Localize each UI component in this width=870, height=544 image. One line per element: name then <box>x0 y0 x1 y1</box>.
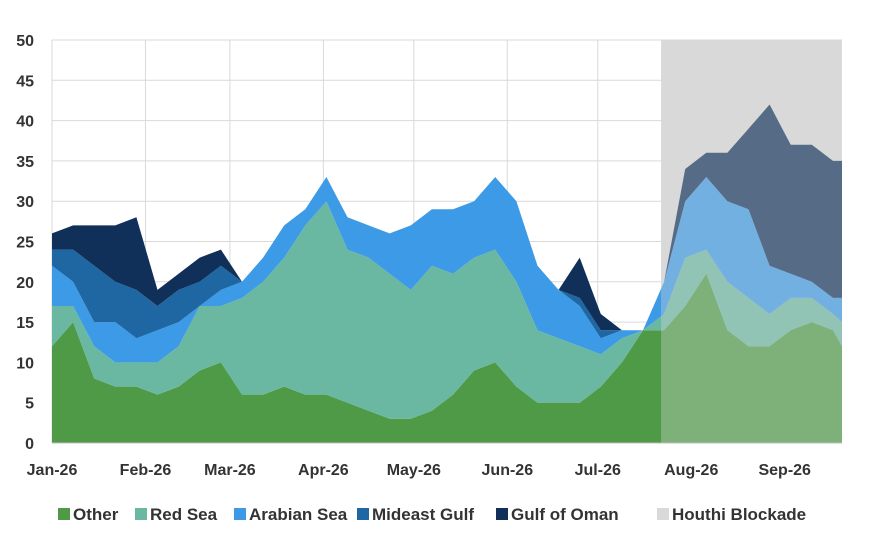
series-area-other <box>52 273 842 443</box>
x-tick-label: Mar-26 <box>204 462 256 479</box>
legend-swatch-mideast-gulf <box>357 508 369 520</box>
series-areas <box>52 40 842 443</box>
y-tick-label: 35 <box>16 154 34 171</box>
legend-swatch-gulf-of-oman <box>496 508 508 520</box>
x-tick-label: Jan-26 <box>27 462 78 479</box>
series-area-arabian-sea <box>52 177 842 363</box>
legend-label-red-sea: Red Sea <box>150 505 218 524</box>
legend-label-mideast-gulf: Mideast Gulf <box>372 505 474 524</box>
series-area-gulf-of-oman <box>52 104 842 331</box>
axes: 0 5 10 15 20 25 30 35 40 45 50 Jan-26 Feb-26 Mar-26 Ap… <box>16 33 842 479</box>
legend-swatch-arabian-sea <box>234 508 246 520</box>
legend-swatch-houthi-blockade <box>657 508 669 520</box>
x-tick-label: Jul-26 <box>575 462 621 479</box>
series-area-mideast-gulf <box>52 177 842 339</box>
x-tick-label: May-26 <box>387 462 441 479</box>
y-tick-label: 10 <box>16 355 34 372</box>
legend-label-gulf-of-oman: Gulf of Oman <box>511 505 619 524</box>
legend-swatch-other <box>58 508 70 520</box>
legend: Other Red Sea Arabian Sea Mideast Gulf Gulf … <box>58 505 806 524</box>
x-tick-label: Jun-26 <box>482 462 534 479</box>
y-tick-label: 50 <box>16 33 34 50</box>
x-tick-label: Apr-26 <box>298 462 349 479</box>
y-tick-label: 40 <box>16 114 34 131</box>
legend-label-arabian-sea: Arabian Sea <box>249 505 348 524</box>
y-tick-label: 5 <box>25 396 34 413</box>
series-area-red-sea <box>52 201 842 419</box>
x-tick-label: Sep-26 <box>758 462 811 479</box>
y-tick-label: 30 <box>16 194 34 211</box>
legend-label-houthi-blockade: Houthi Blockade <box>672 505 806 524</box>
legend-label-other: Other <box>73 505 119 524</box>
houthi-blockade-overlay <box>661 40 842 443</box>
legend-swatch-red-sea <box>135 508 147 520</box>
x-tick-label: Aug-26 <box>664 462 718 479</box>
y-tick-label: 20 <box>16 275 34 292</box>
y-tick-label: 25 <box>16 235 34 252</box>
y-tick-label: 45 <box>16 73 34 90</box>
x-tick-label: Feb-26 <box>120 462 172 479</box>
y-tick-label: 0 <box>25 436 34 453</box>
y-tick-label: 15 <box>16 315 34 332</box>
